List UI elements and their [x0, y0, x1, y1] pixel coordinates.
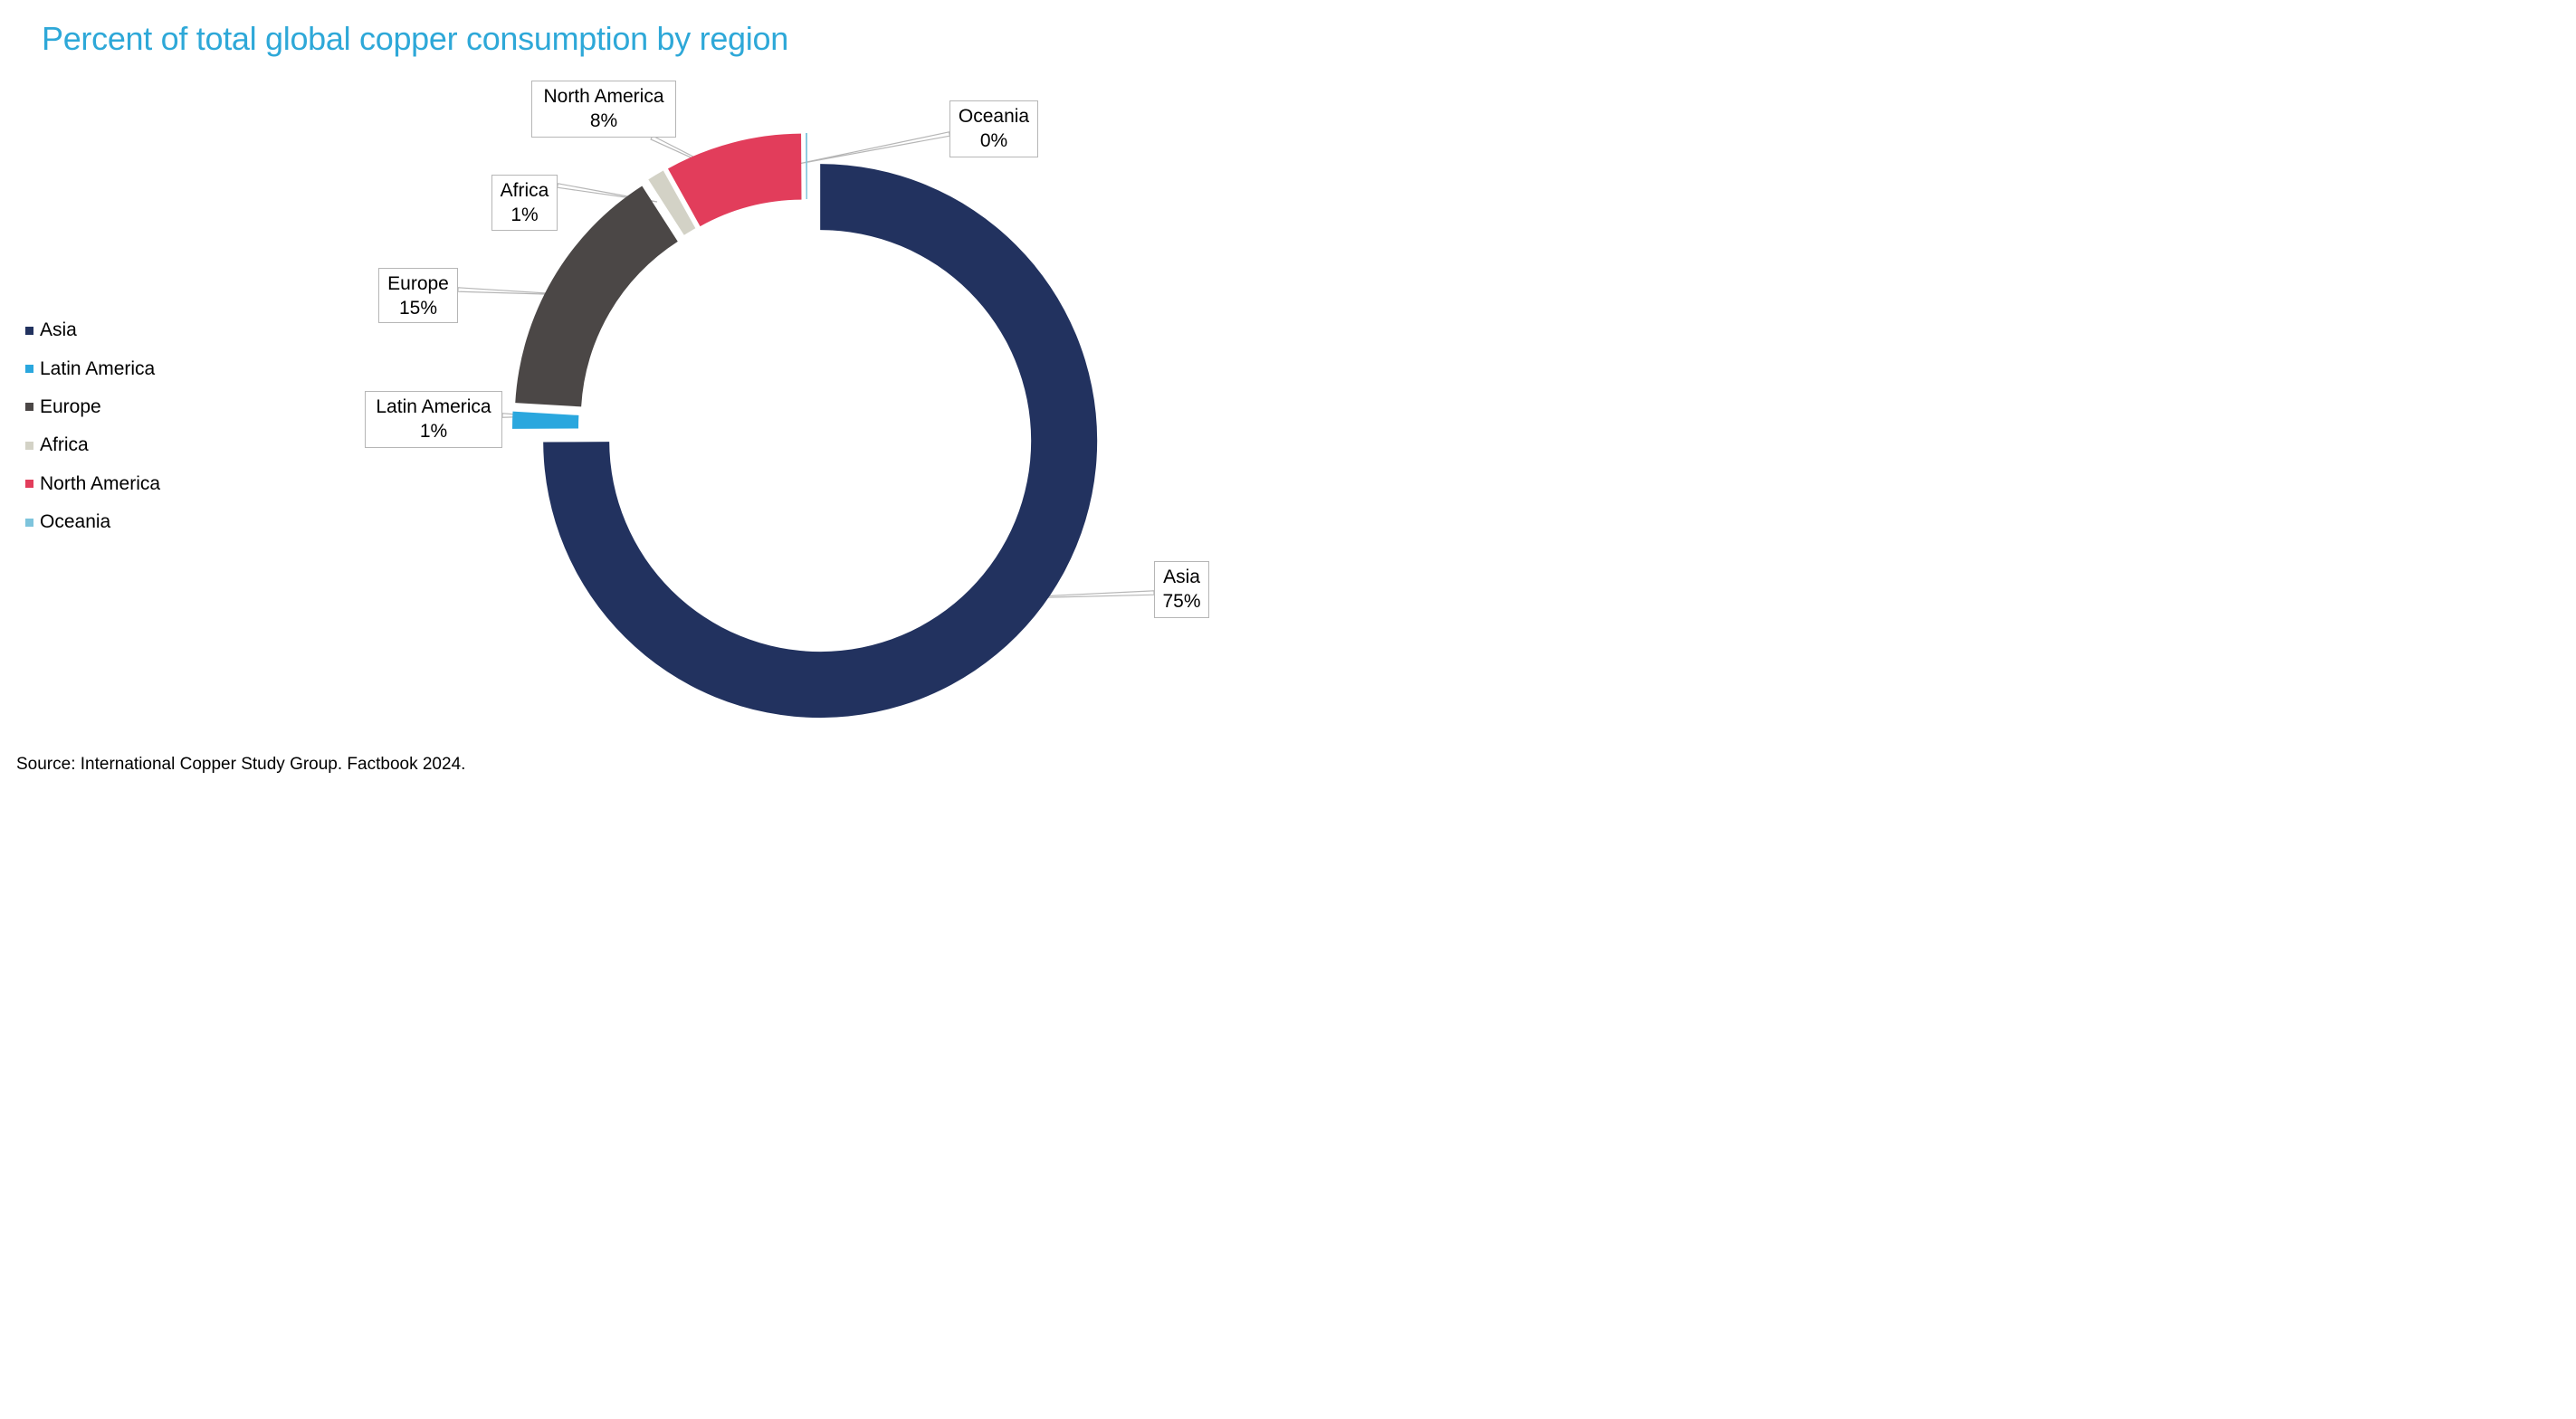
data-label-latin-america: Latin America 1%: [365, 391, 502, 448]
data-label-category: North America: [543, 86, 664, 107]
chart-title: Percent of total global copper consumpti…: [42, 20, 788, 57]
data-label-oceania: Oceania 0%: [949, 100, 1038, 157]
data-label-category: Oceania: [958, 106, 1030, 127]
legend-item-europe: Europe: [25, 388, 160, 426]
legend-label: Africa: [40, 434, 89, 456]
data-label-europe: Europe 15%: [378, 268, 458, 323]
source-note: Source: International Copper Study Group…: [16, 755, 466, 774]
legend-item-africa: Africa: [25, 426, 160, 464]
legend-item-asia: Asia: [25, 311, 160, 349]
data-label-category: Latin America: [376, 396, 491, 417]
data-label-value: 1%: [510, 205, 539, 225]
donut-chart: [457, 131, 1155, 719]
legend-label: North America: [40, 472, 161, 494]
slice-europe: [515, 186, 678, 407]
data-label-africa: Africa 1%: [491, 175, 558, 231]
slice-oceania: [806, 133, 807, 200]
data-label-value: 0%: [979, 130, 1008, 151]
data-label-category: Europe: [387, 273, 449, 294]
data-label-value: 1%: [419, 421, 448, 442]
donut-slices: [512, 133, 1098, 719]
legend-swatch: [25, 365, 33, 374]
legend-item-oceania: Oceania: [25, 503, 160, 541]
data-label-asia: Asia 75%: [1154, 561, 1209, 618]
legend-label: Oceania: [40, 511, 111, 533]
legend-swatch: [25, 480, 33, 489]
legend-swatch: [25, 326, 33, 335]
data-label-value: 15%: [398, 298, 438, 319]
legend-swatch: [25, 518, 33, 527]
slice-north-america: [667, 133, 802, 227]
slice-africa: [648, 170, 696, 235]
slice-latin-america: [512, 411, 579, 429]
legend-swatch: [25, 441, 33, 450]
data-label-value: 75%: [1162, 591, 1201, 612]
legend: Asia Latin America Europe Africa North Ameri…: [25, 311, 160, 541]
legend-label: Asia: [40, 319, 77, 341]
data-label-category: Asia: [1163, 567, 1200, 587]
data-label-north-america: North America 8%: [531, 81, 676, 138]
legend-label: Europe: [40, 395, 101, 417]
data-label-value: 8%: [589, 110, 618, 131]
legend-label: Latin America: [40, 357, 156, 379]
legend-item-latin-america: Latin America: [25, 349, 160, 387]
legend-item-north-america: North America: [25, 465, 160, 503]
data-label-category: Africa: [500, 180, 549, 201]
leader-line-oceania: [797, 131, 951, 165]
legend-swatch: [25, 403, 33, 412]
